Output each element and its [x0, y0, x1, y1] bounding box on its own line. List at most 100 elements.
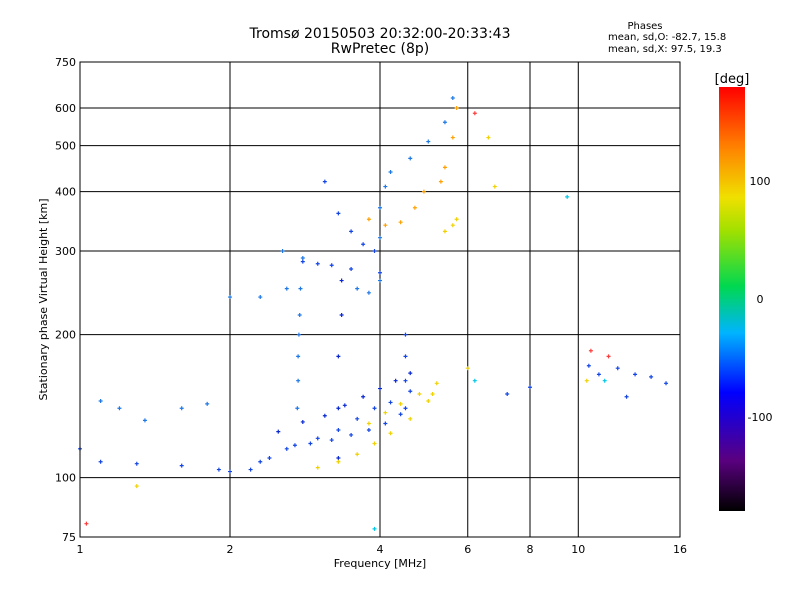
- data-point: [284, 446, 289, 451]
- data-point: [383, 421, 388, 426]
- data-point: [336, 406, 341, 411]
- series-o: [403, 332, 408, 411]
- data-point: [398, 401, 403, 406]
- data-point: [258, 459, 263, 464]
- data-point: [442, 165, 447, 170]
- data-point: [403, 332, 408, 337]
- data-point: [355, 452, 360, 457]
- data-point: [378, 278, 382, 283]
- y-tick-label: 500: [55, 140, 76, 153]
- data-point: [372, 406, 377, 411]
- y-tick-label: 750: [55, 56, 76, 69]
- data-point: [378, 386, 382, 391]
- data-point: [355, 416, 360, 421]
- data-point: [486, 135, 491, 140]
- data-point: [336, 211, 341, 216]
- data-point: [388, 431, 393, 436]
- series-misc: [505, 363, 669, 399]
- data-point: [366, 290, 371, 295]
- series-x: [366, 179, 443, 228]
- data-point: [388, 400, 393, 405]
- data-point: [329, 438, 334, 443]
- data-point: [366, 427, 371, 432]
- data-point: [412, 205, 417, 210]
- data-point: [586, 363, 591, 368]
- data-point: [649, 374, 654, 379]
- series-o: [300, 259, 382, 275]
- data-point: [336, 455, 341, 460]
- data-point: [315, 465, 320, 470]
- data-point: [372, 441, 377, 446]
- data-point: [361, 242, 366, 247]
- data-point: [442, 229, 447, 234]
- phases-x-stats: mean, sd,X: 97.5, 19.3: [608, 44, 722, 55]
- data-point: [134, 484, 139, 489]
- data-point: [430, 392, 435, 397]
- data-point: [378, 235, 382, 240]
- data-point: [216, 467, 221, 472]
- y-tick-label: 100: [55, 472, 76, 485]
- series-misc: [372, 194, 607, 531]
- data-point: [372, 526, 377, 531]
- data-point: [300, 259, 305, 264]
- data-point: [142, 418, 147, 423]
- data-point: [426, 399, 431, 404]
- grid: [80, 62, 680, 537]
- data-point: [403, 406, 408, 411]
- data-point: [383, 410, 388, 415]
- data-point: [315, 436, 320, 441]
- data-point: [454, 217, 459, 222]
- series-o: [336, 278, 344, 460]
- data-point: [615, 366, 620, 371]
- data-point: [117, 406, 122, 411]
- data-point: [378, 205, 382, 210]
- y-tick-label: 400: [55, 186, 76, 199]
- data-point: [297, 313, 302, 318]
- data-point: [421, 189, 426, 194]
- data-point: [336, 427, 341, 432]
- data-point: [134, 461, 139, 466]
- x-tick-label: 1: [77, 543, 84, 556]
- data-point: [298, 286, 303, 291]
- data-point: [361, 394, 366, 399]
- x-tick-label: 10: [571, 543, 585, 556]
- series-o: [276, 371, 413, 434]
- y-tick-label: 300: [55, 245, 76, 258]
- data-point: [276, 429, 281, 434]
- data-point: [296, 378, 301, 383]
- data-point: [349, 266, 354, 271]
- y-tick-label: 200: [55, 329, 76, 342]
- data-point: [284, 286, 289, 291]
- series-o: [355, 95, 455, 295]
- data-point: [398, 412, 403, 417]
- data-point: [98, 399, 103, 404]
- data-point: [383, 223, 388, 228]
- data-point: [588, 348, 593, 353]
- phases-title: Phases: [627, 21, 663, 32]
- data-point: [248, 467, 253, 472]
- data-point: [280, 249, 285, 254]
- data-point: [315, 261, 320, 266]
- data-point: [349, 229, 354, 234]
- data-point: [322, 179, 327, 184]
- data-point: [292, 443, 297, 448]
- data-point: [584, 378, 589, 383]
- data-point: [267, 455, 272, 460]
- data-point: [450, 223, 455, 228]
- series-o: [295, 256, 305, 411]
- data-point: [322, 413, 327, 418]
- x-tick-label: 16: [673, 543, 687, 556]
- series-misc: [134, 135, 589, 489]
- data-point: [442, 120, 447, 125]
- colorbar-tick-label: -100: [748, 411, 773, 424]
- data-point: [450, 135, 455, 140]
- data-point: [342, 403, 347, 408]
- colorbar: [719, 87, 745, 511]
- data-point: [438, 179, 443, 184]
- data-point: [606, 354, 611, 359]
- data-point: [205, 401, 210, 406]
- data-point: [596, 372, 601, 377]
- x-tick-label: 8: [527, 543, 534, 556]
- data-point: [633, 372, 638, 377]
